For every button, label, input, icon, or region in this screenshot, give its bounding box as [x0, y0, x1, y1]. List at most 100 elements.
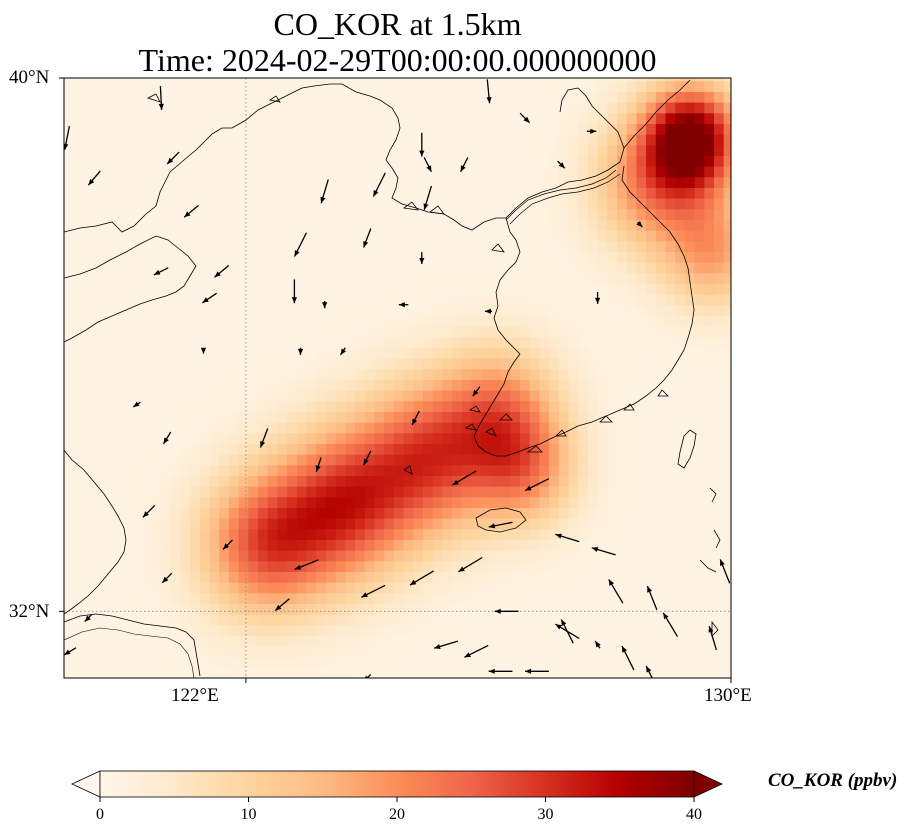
field-cell	[442, 134, 453, 146]
field-cell	[355, 454, 366, 466]
field-cell	[684, 603, 696, 615]
field-cell	[510, 432, 521, 444]
field-cell	[64, 358, 75, 370]
field-cell	[665, 283, 676, 295]
field-cell	[306, 379, 317, 391]
field-cell	[549, 475, 560, 487]
field-cell	[481, 411, 492, 423]
field-cell	[141, 198, 152, 210]
field-cell	[296, 507, 308, 519]
field-cell	[161, 656, 172, 668]
field-cell	[704, 176, 715, 188]
field-cell	[180, 134, 191, 146]
field-cell	[655, 198, 667, 210]
field-cell	[335, 368, 346, 380]
field-cell	[267, 155, 278, 167]
field-cell	[520, 91, 531, 103]
field-cell	[558, 336, 570, 348]
field-cell	[199, 272, 211, 284]
field-cell	[345, 443, 356, 455]
field-cell	[558, 539, 570, 551]
field-cell	[636, 400, 647, 412]
field-cell	[500, 134, 511, 146]
field-cell	[500, 560, 511, 572]
field-cell	[296, 91, 308, 103]
field-cell	[161, 507, 172, 519]
field-cell	[549, 507, 560, 519]
field-cell	[228, 486, 240, 498]
field-cell	[568, 550, 579, 562]
field-cell	[277, 123, 288, 135]
field-cell	[568, 411, 579, 423]
field-cell	[190, 411, 201, 423]
field-cell	[73, 550, 84, 562]
field-cell	[364, 294, 376, 306]
field-cell	[461, 390, 473, 402]
field-cell	[325, 208, 337, 220]
field-cell	[345, 91, 356, 103]
field-cell	[199, 464, 211, 476]
field-cell	[199, 411, 211, 423]
field-cell	[393, 486, 405, 498]
field-cell	[277, 486, 288, 498]
field-cell	[549, 187, 560, 199]
field-cell	[277, 326, 288, 338]
field-cell	[675, 230, 686, 242]
field-cell	[83, 166, 94, 178]
field-cell	[296, 422, 308, 434]
field-cell	[325, 390, 337, 402]
field-cell	[665, 400, 676, 412]
field-cell	[190, 475, 201, 487]
field-cell	[675, 283, 686, 295]
field-cell	[238, 475, 249, 487]
field-cell	[539, 528, 550, 540]
field-cell	[83, 326, 94, 338]
field-cell	[520, 123, 531, 135]
field-cell	[626, 432, 637, 444]
field-cell	[170, 411, 181, 423]
field-cell	[73, 390, 84, 402]
wind-arrow	[708, 625, 718, 651]
wind-arrow	[64, 647, 77, 656]
field-cell	[83, 560, 94, 572]
field-cell	[83, 283, 94, 295]
field-cell	[170, 624, 181, 636]
field-cell	[112, 368, 123, 380]
field-cell	[219, 123, 230, 135]
field-cell	[355, 379, 366, 391]
field-cell	[529, 294, 540, 306]
field-cell	[335, 603, 346, 615]
field-cell	[248, 486, 259, 498]
field-cell	[306, 102, 317, 114]
field-cell	[432, 411, 443, 423]
field-cell	[558, 347, 570, 359]
field-cell	[306, 539, 317, 551]
field-cell	[675, 528, 686, 540]
field-cell	[238, 550, 249, 562]
field-cell	[423, 240, 434, 252]
field-cell	[219, 80, 230, 92]
wind-arrow	[411, 410, 420, 426]
field-cell	[228, 368, 240, 380]
field-cell	[452, 571, 463, 583]
field-cell	[83, 550, 94, 562]
field-cell	[190, 528, 201, 540]
field-cell	[452, 219, 463, 231]
field-cell	[510, 272, 521, 284]
field-cell	[655, 326, 667, 338]
field-cell	[374, 272, 385, 284]
field-cell	[384, 550, 395, 562]
field-cell	[626, 208, 637, 220]
field-cell	[636, 187, 647, 199]
field-cell	[539, 496, 550, 508]
field-cell	[413, 262, 424, 274]
field-cell	[490, 592, 502, 604]
field-cell	[481, 219, 492, 231]
field-cell	[452, 326, 463, 338]
field-cell	[325, 283, 337, 295]
field-cell	[655, 667, 667, 678]
field-cell	[617, 123, 628, 135]
field-cell	[403, 262, 414, 274]
field-cell	[597, 272, 608, 284]
field-cell	[393, 112, 405, 124]
